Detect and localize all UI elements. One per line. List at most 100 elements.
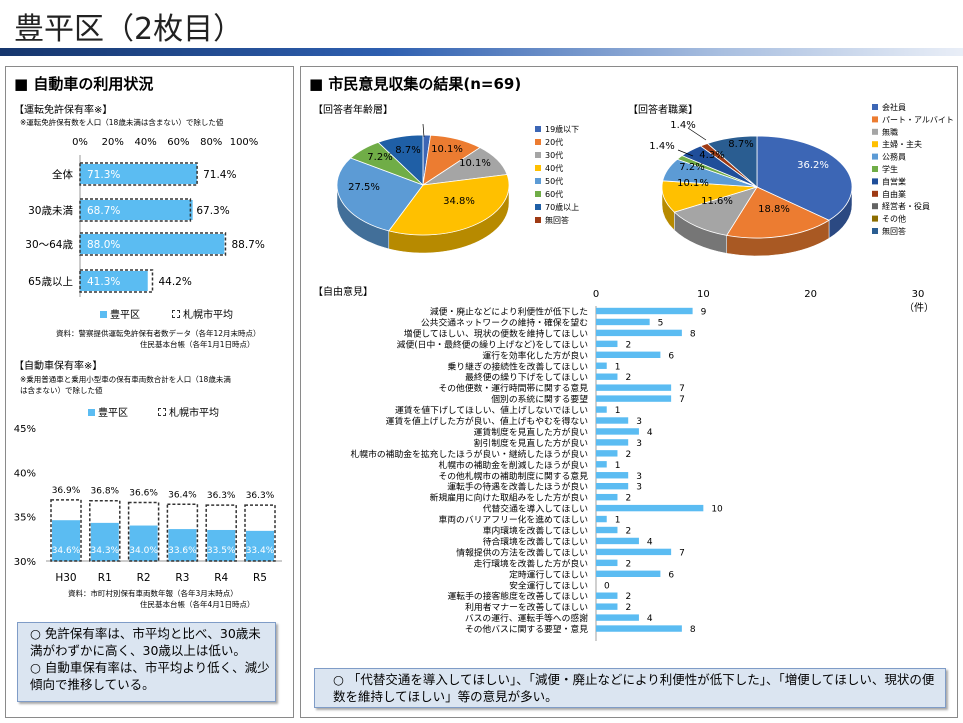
bar [596, 592, 618, 599]
bar [596, 417, 629, 424]
category-label: 全体 [52, 168, 73, 181]
pie-slice [726, 186, 830, 239]
legend-label: 30代 [545, 150, 563, 160]
data-label: 2 [625, 494, 631, 504]
license-source-1: 資料：警察提供運転免許保有者数データ（各年12月末時点） [56, 329, 261, 338]
data-label: 7 [679, 395, 685, 405]
data-label: 3 [636, 483, 642, 493]
bar [596, 625, 682, 632]
data-label-city: 36.3% [207, 491, 236, 501]
data-label-city: 36.3% [246, 491, 275, 501]
leader-line [677, 149, 694, 157]
bar [596, 362, 607, 369]
data-label: 1 [615, 362, 621, 372]
bar-district [207, 529, 236, 561]
license-source-2: 住民基本台帳（各年1月1日時点） [140, 340, 255, 349]
bar [596, 483, 629, 490]
left-heading: ■ 自動車の利用状況 [14, 75, 154, 93]
category-label: 最終便の繰り下げをしてほしい [465, 371, 588, 383]
data-label: 6 [668, 570, 674, 580]
legend-swatch [535, 178, 541, 184]
bar [596, 384, 672, 391]
legend-label: 60代 [545, 189, 563, 199]
legend-swatch [872, 178, 878, 185]
bar-city-average [79, 269, 154, 293]
legend-swatch [872, 166, 878, 172]
legend-swatch [535, 152, 541, 158]
category-label: 代替交通を導入してほしい [483, 503, 589, 515]
legend-label-city: 札幌市平均 [183, 310, 233, 321]
legend-swatch [872, 116, 878, 123]
car-legend-city: 札幌市平均 [158, 404, 219, 419]
category-label: 車内環境を改善してほしい [483, 525, 589, 537]
car-note-1: ※乗用普通車と乗用小型車の保有車両数合計を人口（18歳未満 [20, 375, 231, 384]
data-label-district: 71.3% [87, 169, 120, 181]
legend-label-city: 札幌市平均 [169, 408, 219, 419]
legend-label: 70歳以上 [545, 202, 579, 212]
pie-data-label: 34.8% [443, 196, 475, 207]
category-label: 新規雇用に向けた取組みをした方が良い [430, 492, 589, 504]
category-label: その他札幌市の補助制度に関する意見 [438, 470, 588, 482]
legend-swatch [872, 128, 878, 135]
bar-city-average [50, 499, 82, 562]
x-tick-label: 40% [134, 137, 156, 148]
data-label-district: 34.0% [129, 546, 158, 556]
data-label: 10 [711, 505, 723, 515]
pie-data-label: 11.6% [701, 196, 733, 207]
data-label-district: 33.6% [168, 546, 197, 556]
pie-data-label: 1.4% [670, 120, 695, 131]
x-tick-label: 20% [102, 137, 124, 148]
legend-label: 主婦・主夫 [882, 139, 922, 149]
bar-district [168, 529, 197, 561]
left-summary-box: ○ 免許保有率は、市平均と比べ、30歳未満がわずかに高く、30歳以上は低い。 ○… [17, 622, 276, 702]
legend-swatch [535, 165, 541, 171]
legend-swatch [535, 217, 541, 223]
bar-city-average [79, 198, 192, 222]
bar [596, 559, 618, 567]
data-label: 4 [647, 537, 653, 547]
category-label: 運賃制度を見直した方が良い [474, 426, 589, 438]
category-label: バスの運行、運転手等への感謝 [465, 612, 588, 624]
legend-label: 無回答 [882, 226, 906, 236]
pie-data-label: 10.1% [677, 178, 709, 189]
legend-swatch [535, 204, 541, 210]
category-label: 情報提供の方法を改善してほしい [456, 546, 588, 558]
page-title: 豊平区（2枚目） [14, 12, 244, 47]
pie-data-label: 1.4% [410, 112, 435, 123]
bar [596, 493, 618, 501]
category-label: 30歳未満 [28, 205, 73, 217]
legend-label-district: 豊平区 [98, 408, 128, 419]
legend-label: 自由業 [882, 189, 906, 199]
pie-slice [388, 174, 510, 236]
bar [596, 373, 618, 380]
bar-district [90, 522, 119, 561]
data-label-city: 36.4% [168, 490, 197, 500]
category-label: 割引制度を見直した方が良い [474, 437, 589, 449]
pie-slice [377, 134, 424, 186]
license-note: ※運転免許保有数を人口（18歳未満は含まない）で除した値 [20, 118, 224, 127]
pie-data-label: 36.2% [797, 160, 829, 171]
x-tick-label: R2 [137, 572, 151, 584]
bar [596, 472, 629, 479]
data-label: 8 [690, 329, 696, 339]
y-tick-label: 45% [14, 424, 36, 435]
pie-data-label: 7.2% [367, 152, 392, 163]
y-tick-label: 40% [14, 468, 36, 479]
category-label: 安全運行してほしい [509, 579, 588, 591]
leader-line [422, 123, 425, 138]
category-label: 走行環境を改善した方が良い [474, 557, 589, 569]
bar [596, 526, 618, 534]
legend-swatch-city [172, 310, 180, 318]
category-label: 65歳以上 [28, 276, 73, 288]
bar [596, 318, 650, 326]
data-label-district: 41.3% [87, 276, 120, 288]
pie-data-label: 10.1% [431, 144, 463, 155]
legend-swatch [872, 215, 878, 222]
legend-swatch [535, 139, 541, 145]
category-label: 運賃を値下げしてほしい、値上げしないでほしい [395, 404, 588, 416]
data-label: 1 [615, 516, 621, 526]
data-label: 9 [701, 308, 707, 318]
bar [596, 504, 704, 512]
x-tick-label: 30 [912, 289, 925, 300]
